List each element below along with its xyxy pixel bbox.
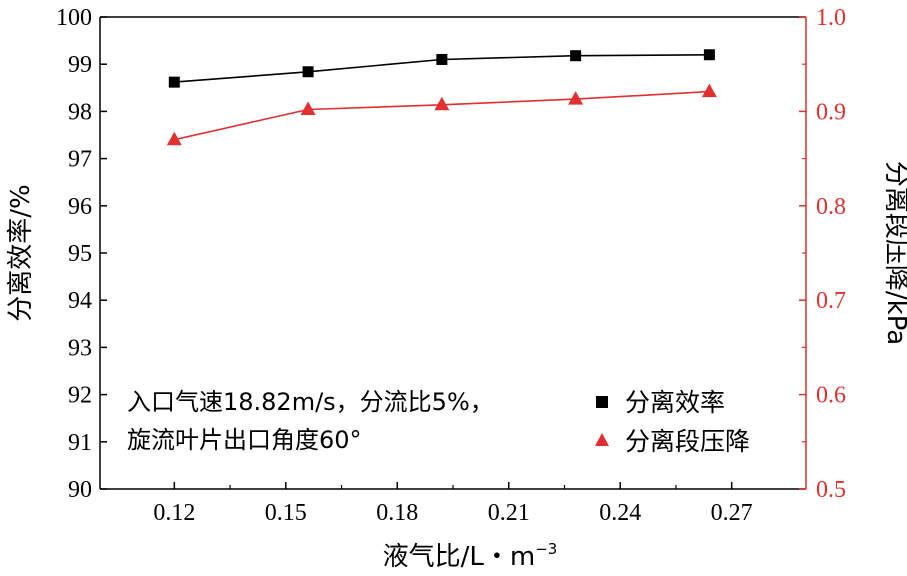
data-point-efficiency	[436, 53, 448, 65]
tick-labels: 0.12 0.15 0.18 0.21 0.24 0.27 90 91 92 93 94 95 96 97…	[56, 5, 846, 526]
y2-tick-label: 0.9	[816, 99, 846, 125]
y-tick-label: 93	[68, 335, 92, 361]
data-point-pressure-drop	[568, 91, 584, 105]
data-point-pressure-drop	[300, 101, 316, 116]
y-tick-label: 95	[68, 241, 92, 267]
series-layer	[166, 49, 717, 146]
y-tick-label: 96	[68, 194, 92, 220]
y-tick-label: 97	[68, 147, 92, 173]
annotation-line-1: 入口气速18.82m/s，分流比5%，	[127, 388, 494, 416]
x-tick-label: 0.21	[488, 500, 530, 526]
y-tick-label: 98	[68, 99, 92, 125]
annotation-line-2: 旋流叶片出口角度60°	[127, 426, 362, 454]
data-point-efficiency	[168, 76, 180, 88]
y2-tick-label: 1.0	[816, 5, 846, 31]
x-tick-label: 0.27	[711, 500, 753, 526]
x-tick-label: 0.15	[265, 500, 307, 526]
legend-marker-efficiency	[596, 396, 608, 408]
x-tick-label: 0.12	[153, 500, 195, 526]
data-point-pressure-drop	[701, 83, 717, 98]
x-axis-title-superscript: −3	[535, 540, 557, 558]
x-tick-label: 0.24	[599, 500, 641, 526]
legend-marker-pressure-drop	[595, 433, 609, 446]
data-point-efficiency	[570, 50, 582, 62]
tick-marks	[100, 16, 806, 490]
legend-label-efficiency: 分离效率	[625, 388, 725, 417]
y-tick-label: 90	[68, 477, 92, 503]
legend-label-pressure-drop: 分离段压降	[625, 427, 750, 456]
data-point-efficiency	[302, 66, 314, 78]
data-point-efficiency	[703, 49, 715, 61]
y-axis-title: 分离效率/%	[6, 184, 36, 321]
x-axis-title-main: 液气比/L・m	[383, 542, 536, 572]
y2-tick-label: 0.5	[816, 477, 846, 503]
y2-tick-label: 0.8	[816, 194, 846, 220]
annotation: 入口气速18.82m/s，分流比5%， 旋流叶片出口角度60°	[127, 388, 494, 454]
y-tick-label: 99	[68, 52, 92, 78]
y-tick-label: 92	[68, 383, 92, 409]
legend: 分离效率 分离段压降	[595, 388, 750, 456]
x-axis-title: 液气比/L・m−3	[383, 540, 558, 572]
y2-axis-title: 分离段压降/kPa	[881, 161, 907, 345]
y2-tick-label: 0.6	[816, 383, 846, 409]
data-point-pressure-drop	[434, 96, 450, 111]
y-tick-label: 94	[68, 288, 92, 314]
y2-tick-label: 0.7	[816, 288, 846, 314]
x-tick-label: 0.18	[376, 500, 418, 526]
y-tick-label: 91	[68, 430, 92, 456]
y-tick-label: 100	[56, 5, 92, 31]
data-point-pressure-drop	[166, 131, 182, 146]
axes	[99, 16, 807, 490]
